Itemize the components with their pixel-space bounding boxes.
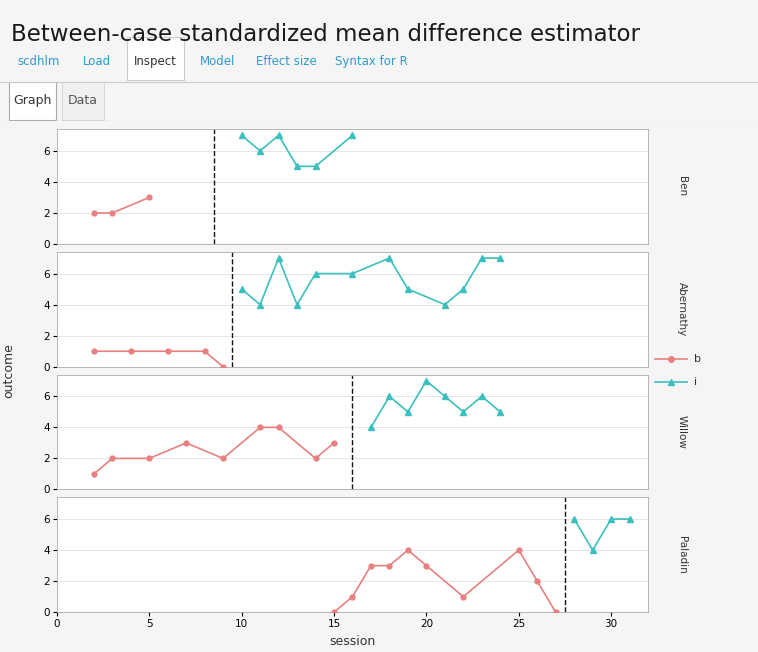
- FancyBboxPatch shape: [9, 82, 56, 120]
- Text: Data: Data: [68, 94, 98, 107]
- Text: Syntax for R: Syntax for R: [335, 55, 408, 68]
- Text: outcome: outcome: [2, 343, 16, 398]
- Text: i: i: [694, 377, 697, 387]
- Text: Willow: Willow: [677, 415, 687, 449]
- Text: Load: Load: [83, 55, 111, 68]
- Text: Between-case standardized mean difference estimator: Between-case standardized mean differenc…: [11, 23, 641, 46]
- Text: Inspect: Inspect: [134, 55, 177, 68]
- Text: scdhlm: scdhlm: [17, 55, 59, 68]
- FancyBboxPatch shape: [62, 82, 104, 120]
- Text: Abernathy: Abernathy: [677, 282, 687, 336]
- FancyBboxPatch shape: [127, 37, 184, 80]
- Text: Paladin: Paladin: [677, 536, 687, 574]
- Text: Graph: Graph: [14, 94, 52, 107]
- X-axis label: session: session: [329, 635, 376, 647]
- Text: Ben: Ben: [677, 177, 687, 197]
- Text: Model: Model: [200, 55, 236, 68]
- Text: Effect size: Effect size: [255, 55, 317, 68]
- Text: b: b: [694, 354, 701, 364]
